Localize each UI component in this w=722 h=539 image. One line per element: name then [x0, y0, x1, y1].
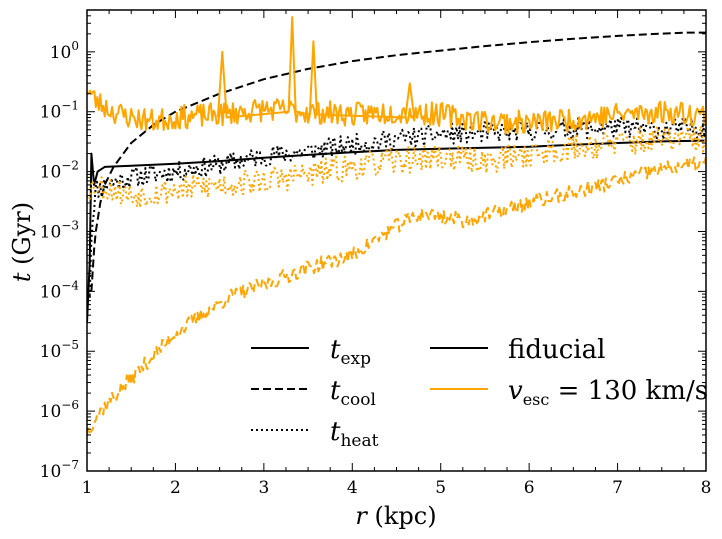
- y-tick-label: 10−5: [40, 338, 79, 362]
- plot-frame: [86, 9, 707, 472]
- x-tick-label: 4: [347, 478, 358, 498]
- series-t-cool-fiducial: [90, 31, 706, 292]
- x-tick-label: 5: [435, 478, 446, 498]
- legend-label-fiducial: fiducial: [508, 335, 605, 365]
- legend-label-heat: theat: [330, 417, 379, 451]
- legend-label-cool: tcool: [330, 376, 376, 410]
- y-tick-label: 10−4: [40, 278, 80, 302]
- legend-label-exp: texp: [330, 335, 371, 369]
- x-tick-label: 7: [612, 478, 623, 498]
- series-t-exp-fiducial: [87, 139, 706, 323]
- x-axis-label: r (kpc): [355, 502, 436, 530]
- x-tick-label: 8: [701, 478, 712, 498]
- y-tick-label: 10−3: [40, 218, 79, 242]
- series-layer: [87, 16, 706, 436]
- legend-label-vesc: vesc = 130 km/s: [508, 376, 708, 409]
- series-t-exp-v-esc-130-spikes: [216, 16, 416, 119]
- y-tick-label: 10−6: [40, 398, 79, 422]
- series-t-heat-v-esc-130: [87, 125, 706, 209]
- y-tick-label: 100: [50, 39, 79, 63]
- y-tick-label: 10−1: [40, 99, 79, 123]
- x-tick-label: 6: [524, 478, 535, 498]
- legend: texp tcool theat fiducial vesc = 130 km/…: [251, 335, 708, 451]
- y-tick-label: 10−2: [40, 159, 79, 183]
- y-tick-label: 10−7: [40, 458, 79, 482]
- y-axis-label: t (Gyr): [8, 202, 36, 282]
- series-t-exp-v-esc-130: [87, 89, 706, 135]
- x-tick-label: 3: [258, 478, 269, 498]
- x-tick-label: 2: [170, 478, 181, 498]
- x-tick-label: 1: [82, 478, 93, 498]
- series-t-cool-v-esc-130: [87, 156, 706, 436]
